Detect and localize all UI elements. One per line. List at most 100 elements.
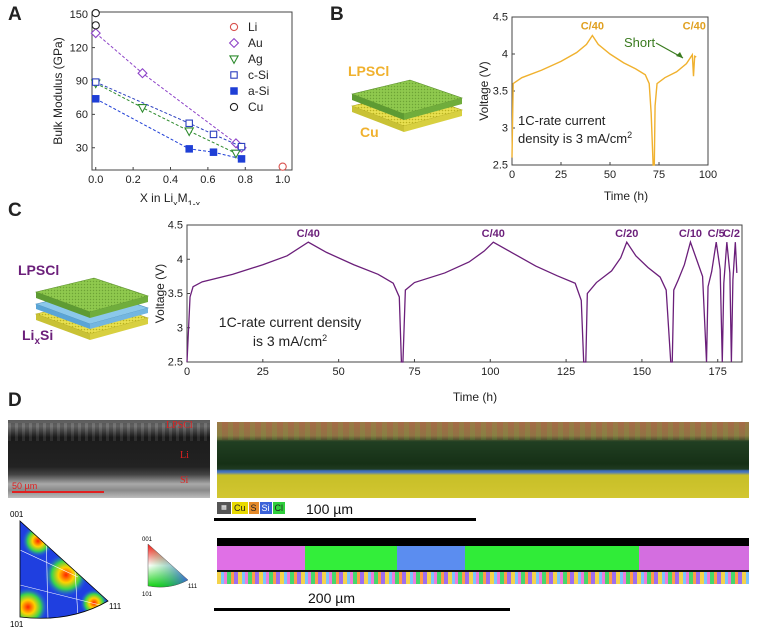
legend-marker-ag: [228, 55, 240, 65]
plot-border: [91, 11, 293, 171]
ipf-key-label-001: 001: [142, 537, 153, 543]
rate-label: C/40: [297, 228, 320, 240]
chart-a: 0.0 0.2 0.4 0.6 0.8 1.0 30 60 90 120 150 Li Au Ag c-S…: [51, 8, 293, 205]
chart-b-density-line2-text: density is 3 mA/cm: [518, 131, 627, 146]
y-tick-label: 4: [177, 254, 183, 266]
scale-label-100um: 100 µm: [306, 501, 353, 517]
x-tick-label: 100: [481, 366, 499, 378]
y-tick-label: 2.5: [168, 357, 183, 369]
x-tick-label: 75: [653, 169, 665, 181]
legend-marker-c-si: [230, 71, 238, 79]
voltage-curve: [186, 239, 738, 363]
legend-label-au: Au: [248, 36, 263, 50]
rate-label: C/5: [708, 228, 725, 240]
ipf-large-label-111: 111: [109, 602, 122, 611]
ipf-triangle-large: 001 101 111: [10, 510, 122, 629]
chart-a-plot-frame: 0.0 0.2 0.4 0.6 0.8 1.0 30 60 90 120 150: [70, 9, 293, 186]
eds-legend-s: S: [248, 502, 259, 514]
eds-legend-cl: Cl: [272, 502, 286, 514]
y-tick-label: 120: [70, 42, 88, 54]
data-point-au: [137, 68, 148, 79]
schematic-b-cell-icon: [350, 79, 464, 132]
sem-label-si: Si: [180, 475, 189, 486]
chart-a-xlabel-main: X in Li: [140, 191, 173, 205]
legend-label-a-si: a-Si: [248, 84, 269, 98]
eds-legend: ▦ Cu S Si Cl: [217, 502, 286, 514]
y-tick-label: 4.5: [493, 12, 508, 24]
data-point-c-si: [91, 78, 100, 86]
x-tick-label: 175: [709, 366, 727, 378]
chart-a-series: [90, 8, 287, 171]
chart-b-ylabel: Voltage (V): [478, 61, 491, 120]
chart-c-ylabel: Voltage (V): [153, 264, 167, 323]
data-point-a-si: [91, 95, 100, 103]
x-tick-label: 50: [333, 366, 345, 378]
data-point-c-si: [185, 119, 193, 128]
y-tick-label: 3: [502, 123, 508, 135]
sem-scale-label: 50 µm: [12, 481, 38, 491]
ipf-large-label-101: 101: [10, 620, 24, 629]
chart-b-density-line2: density is 3 mA/cm2: [518, 130, 632, 146]
eds-map: [217, 422, 749, 498]
series-line-a-si: [95, 98, 242, 160]
schematic-c-top-label: LPSCl: [18, 262, 60, 278]
chart-c-plot-frame: 0 25 50 75 100 125 150 175 2.5 3 3.5 4 4.5: [168, 220, 743, 378]
ipf-key-label-101: 101: [142, 592, 153, 598]
chart-c-density-sup: 2: [322, 333, 327, 343]
y-tick-label: 30: [76, 142, 88, 154]
chart-b: 0 25 50 75 100 2.5 3 3.5 4 4.5 Voltage (V) Time (…: [478, 12, 717, 203]
data-point-ag: [137, 104, 148, 114]
scale-bar-200um: [214, 608, 510, 611]
x-tick-label: 0.8: [238, 174, 253, 186]
chart-a-xlabel-sub2: 1-x: [188, 199, 201, 205]
legend-label-c-si: c-Si: [248, 68, 269, 82]
data-point-ag: [184, 127, 195, 137]
rate-label: C/2: [723, 228, 740, 240]
y-tick-label: 90: [76, 76, 88, 88]
chart-a-xlabel: X in LixM1-x: [140, 191, 201, 205]
schematic-c-cell-icon: [34, 277, 150, 340]
ipf-large-label-001: 001: [10, 510, 24, 519]
chart-b-short-arrowhead: [676, 52, 683, 58]
chart-b-density-line1: 1C-rate current: [518, 113, 606, 128]
x-tick-label: 0.6: [200, 174, 215, 186]
x-tick-label: 125: [557, 366, 575, 378]
data-point-cu: [91, 8, 100, 18]
sem-image: [8, 420, 210, 498]
chart-b-short-label: Short: [624, 35, 655, 50]
chart-b-plot-frame: 0 25 50 75 100 2.5 3 3.5 4 4.5: [493, 12, 717, 181]
schematic-c-bottom-label-main: Li: [22, 327, 35, 343]
y-tick-label: 2.5: [493, 160, 508, 172]
x-tick-label: 0.0: [88, 174, 103, 186]
x-tick-label: 1.0: [275, 174, 290, 186]
sem-scale-bar: [12, 491, 104, 493]
ebsd-grains-top: [217, 546, 749, 572]
ebsd-boundary-line: [217, 570, 749, 572]
x-tick-label: 0.4: [163, 174, 178, 186]
y-tick-label: 150: [70, 9, 88, 21]
data-point-au: [230, 138, 242, 149]
legend-label-cu: Cu: [248, 100, 263, 114]
scale-label-200um: 200 µm: [308, 590, 355, 606]
chart-b-density-sup: 2: [627, 130, 632, 140]
series-line-c-si: [95, 81, 242, 148]
data-point-au: [90, 27, 101, 39]
x-tick-label: 0: [509, 169, 515, 181]
data-point-c-si: [209, 130, 218, 139]
ipf-color-key: 001 101 111: [142, 537, 198, 598]
legend-label-li: Li: [248, 20, 257, 34]
legend-marker-a-si: [230, 87, 238, 95]
panel-letter-a: A: [8, 4, 22, 25]
schematic-c-bottom-label-tail: Si: [40, 327, 54, 343]
schematic-c-bottom-label: LixSi: [22, 327, 53, 347]
schematic-b-top-label: LPSCl: [348, 63, 390, 79]
data-point-c-si: [237, 142, 246, 151]
series-line-ag: [95, 82, 237, 154]
ipf-key-label-111: 111: [188, 584, 198, 590]
chart-c-series: [186, 239, 738, 363]
chart-c-density-line2: is 3 mA/cm2: [253, 333, 327, 349]
x-tick-label: 0.2: [125, 174, 140, 186]
schematic-b-bottom-label: Cu: [360, 124, 379, 140]
x-tick-label: 100: [699, 169, 717, 181]
y-tick-label: 4.5: [168, 220, 183, 232]
